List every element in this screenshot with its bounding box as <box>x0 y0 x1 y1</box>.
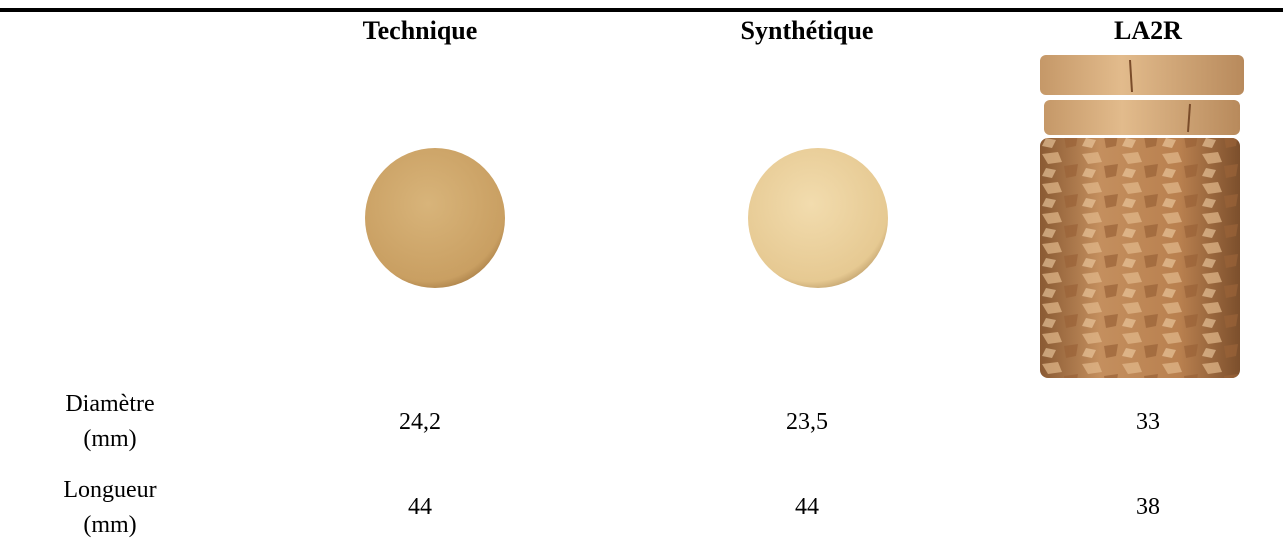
cell: 44 <box>795 494 819 520</box>
top-rule <box>0 8 1283 12</box>
technique-cork <box>365 148 505 288</box>
cell: 44 <box>408 494 432 520</box>
cell: 24,2 <box>399 409 441 435</box>
row-label: Diamètre (mm) <box>65 391 155 452</box>
synthetic-cork <box>748 148 888 288</box>
column-header: LA2R <box>1114 16 1182 45</box>
cell: 23,5 <box>786 409 828 435</box>
la2r-cork <box>1040 55 1244 378</box>
cell: 38 <box>1136 494 1160 520</box>
column-header: Synthétique <box>740 16 874 45</box>
row-label: Longueur (mm) <box>63 477 157 538</box>
cell: 33 <box>1136 409 1160 435</box>
column-header: Technique <box>362 16 478 45</box>
